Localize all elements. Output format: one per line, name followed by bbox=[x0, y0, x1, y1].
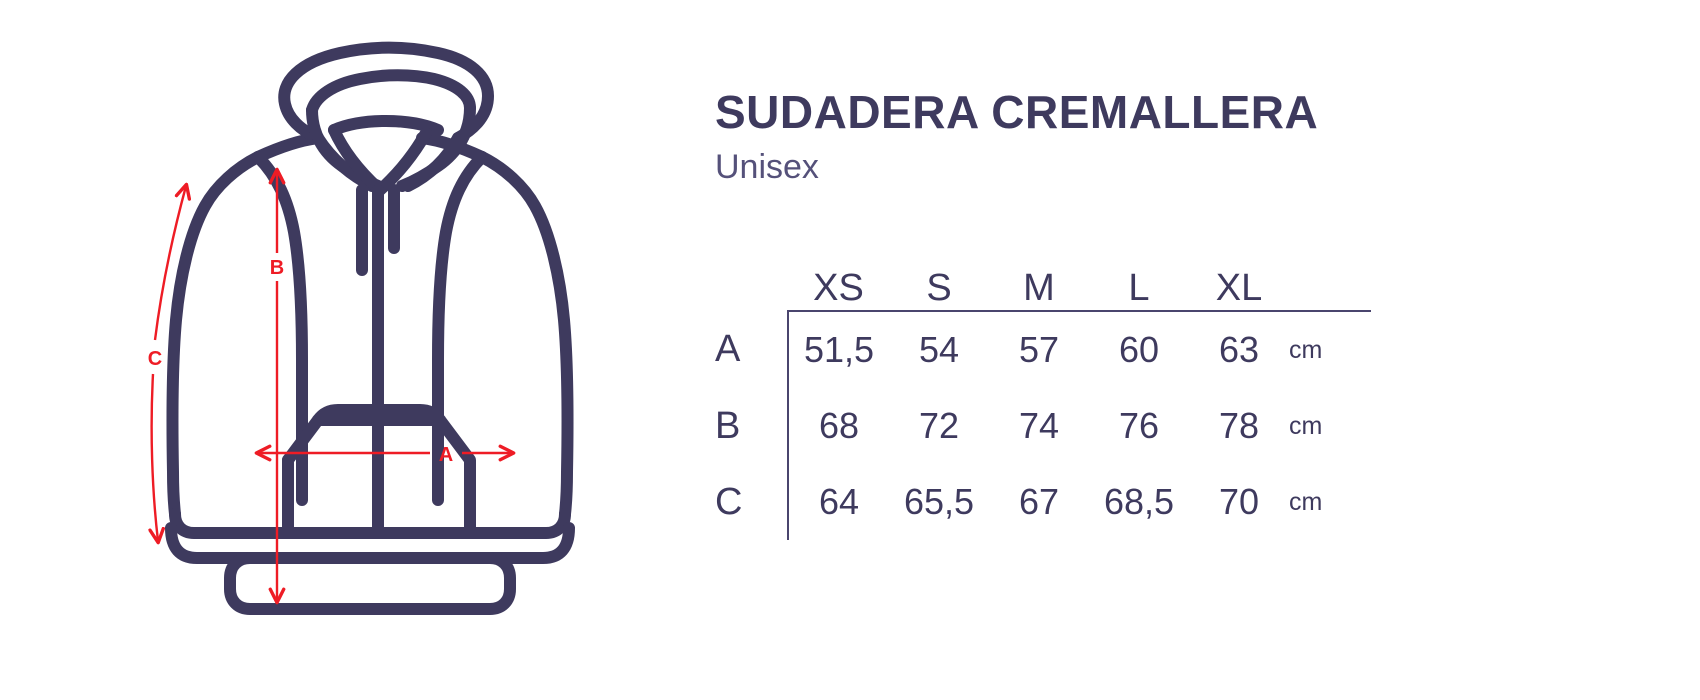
neck-opening-top bbox=[328, 115, 444, 136]
size-table-unit-header bbox=[1289, 248, 1371, 311]
size-header-xl: XL bbox=[1215, 267, 1263, 309]
table-row: C 64 65,5 67 68,5 70 cm bbox=[715, 464, 1371, 540]
measurement-a-label: A bbox=[439, 444, 453, 466]
size-table: XS S M L XL A 51,5 54 57 60 bbox=[715, 248, 1371, 540]
left-sleeve-outer-edge bbox=[166, 151, 264, 520]
hoodie-technical-drawing: B A C bbox=[148, 41, 575, 615]
size-header-m: M bbox=[1023, 267, 1055, 309]
size-table-wrapper: XS S M L XL A 51,5 54 57 60 bbox=[715, 248, 1475, 540]
hood-right-flap-edge bbox=[402, 132, 464, 192]
table-row: B 68 72 74 76 78 cm bbox=[715, 388, 1371, 464]
measurement-c-arrow-lower bbox=[148, 373, 165, 545]
right-sleeve-outer-edge bbox=[476, 151, 574, 520]
measurement-annotations: B A C bbox=[148, 167, 516, 605]
right-cuff-bottom bbox=[484, 522, 575, 564]
cell-c-m: 67 bbox=[1018, 481, 1060, 522]
cell-b-s: 72 bbox=[918, 405, 960, 446]
cell-c-xs: 64 bbox=[787, 464, 889, 540]
measurement-row-label-c: C bbox=[715, 480, 743, 523]
title-block: SUDADERA CREMALLERA Unisex bbox=[715, 88, 1475, 186]
size-table-head: XS S M L XL bbox=[715, 248, 1371, 311]
size-table-body: A 51,5 54 57 60 63 cm B 68 72 74 7 bbox=[715, 310, 1371, 540]
cell-a-xs: 51,5 bbox=[787, 310, 889, 388]
cell-c-l: 68,5 bbox=[1103, 481, 1175, 522]
measurement-c-arrow-upper bbox=[153, 182, 192, 341]
measurement-c-label: C bbox=[148, 348, 162, 370]
garment-illustration-panel: B A C bbox=[0, 0, 700, 700]
unit-c: cm bbox=[1289, 487, 1323, 516]
hem-band bbox=[224, 552, 516, 615]
page-title: SUDADERA CREMALLERA bbox=[715, 86, 1319, 138]
cell-c-xl: 70 bbox=[1218, 481, 1260, 522]
unit-a: cm bbox=[1289, 310, 1371, 388]
table-row: A 51,5 54 57 60 63 cm bbox=[715, 310, 1371, 388]
size-header-s: S bbox=[926, 267, 952, 309]
size-table-header-row: XS S M L XL bbox=[715, 248, 1371, 311]
size-header-xs: XS bbox=[813, 267, 864, 309]
cell-b-l: 76 bbox=[1118, 405, 1160, 446]
measurement-row-label-b: B bbox=[715, 404, 741, 447]
cell-a-s: 54 bbox=[889, 310, 989, 388]
cell-b-xl: 78 bbox=[1218, 405, 1260, 446]
cell-a-xl: 63 bbox=[1189, 310, 1289, 388]
cell-c-s: 65,5 bbox=[903, 481, 975, 522]
cell-a-l: 60 bbox=[1089, 310, 1189, 388]
hoodie-outline-group bbox=[165, 41, 575, 615]
cell-b-m: 74 bbox=[1018, 405, 1060, 446]
hood-outer-shell bbox=[278, 41, 494, 144]
right-cuff-top bbox=[432, 508, 571, 539]
cell-a-m: 57 bbox=[989, 310, 1089, 388]
size-table-corner-cell bbox=[715, 248, 788, 311]
cell-b-xs: 68 bbox=[787, 388, 889, 464]
product-subtitle: Unisex bbox=[715, 148, 819, 187]
size-header-l: L bbox=[1128, 267, 1150, 309]
measurement-row-label-a: A bbox=[715, 328, 741, 370]
unit-b: cm bbox=[1289, 411, 1323, 440]
product-info-panel: SUDADERA CREMALLERA Unisex XS S M L XL bbox=[700, 0, 1700, 700]
measurement-b-label: B bbox=[270, 257, 284, 279]
left-shoulder-seam bbox=[252, 132, 324, 163]
left-cuff-bottom bbox=[165, 522, 256, 564]
hood-inner-lining bbox=[306, 69, 476, 116]
right-sleeve-inner-seam bbox=[431, 151, 488, 506]
left-cuff-top bbox=[169, 508, 308, 539]
